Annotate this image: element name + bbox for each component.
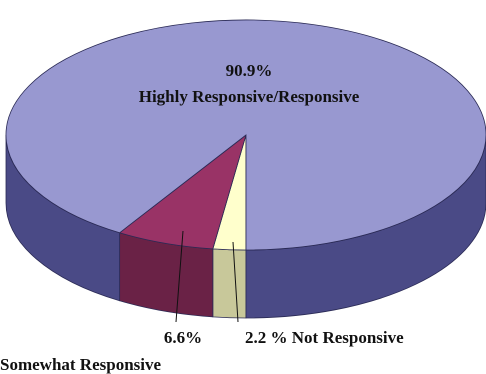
slice-label-highly-responsive-name: Highly Responsive/Responsive (139, 87, 360, 106)
leader-lines (175, 230, 239, 323)
pie-sides (5, 134, 486, 319)
slice-label-highly-responsive-value: 90.9% (226, 61, 273, 80)
leader-line-somewhat-responsive (175, 230, 184, 323)
slice-top-0 (5, 19, 486, 251)
leader-line-not-responsive (232, 241, 239, 323)
slice-label-not-responsive: 2.2 % Not Responsive (245, 328, 404, 347)
pie-slices (5, 19, 486, 251)
slice-label-somewhat-responsive-value: 6.6% (164, 328, 202, 347)
slice-label-somewhat-responsive-name: Somewhat Responsive (0, 355, 161, 374)
slice-side-2 (212, 248, 247, 319)
